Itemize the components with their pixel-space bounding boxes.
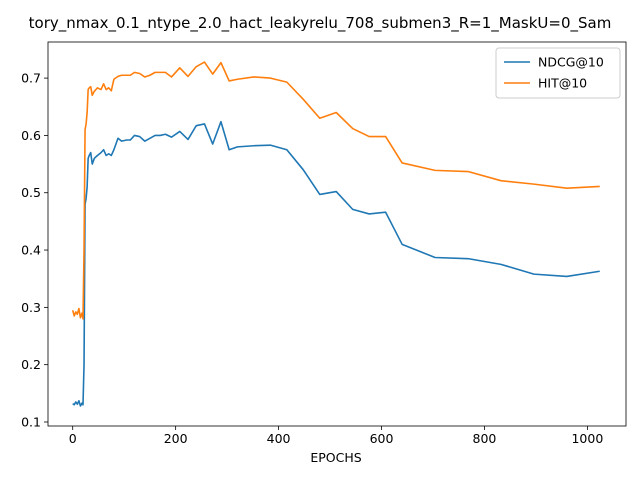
- y-tick-label: 0.6: [21, 128, 41, 143]
- x-tick-label: 600: [370, 431, 394, 446]
- y-tick-label: 0.1: [21, 414, 41, 429]
- y-tick-label: 0.3: [21, 300, 41, 315]
- x-axis: 0 200 400 600 800 1000: [69, 426, 603, 446]
- x-tick-label: 800: [473, 431, 497, 446]
- x-tick-label: 1000: [571, 431, 603, 446]
- series-layer: [71, 61, 600, 407]
- y-axis: 0.1 0.2 0.3 0.4 0.5 0.6 0.7: [21, 71, 48, 429]
- y-tick-label: 0.4: [21, 243, 41, 258]
- x-tick-label: 200: [164, 431, 188, 446]
- plot-area: 0 200 400 600 800 1000 0.1 0.2 0.3 0.4 0.5 0.6 0.7: [21, 41, 627, 446]
- legend-box: [495, 47, 621, 99]
- x-tick-label: 0: [69, 431, 77, 446]
- series-line-hit-10: [71, 61, 600, 320]
- y-tick-label: 0.7: [21, 71, 41, 86]
- x-tick-label: 400: [267, 431, 291, 446]
- legend: NDCG@10 HIT@10: [495, 47, 621, 99]
- y-tick-label: 0.2: [21, 357, 41, 372]
- plot-frame: [47, 41, 627, 427]
- y-tick-label: 0.5: [21, 185, 41, 200]
- x-axis-label: EPOCHS: [310, 450, 361, 465]
- legend-label-ndcg-10: NDCG@10: [538, 55, 604, 70]
- series-line-ndcg-10: [72, 120, 600, 407]
- chart-title: tory_nmax_0.1_ntype_2.0_hact_leakyrelu_7…: [29, 14, 612, 33]
- legend-label-hit-10: HIT@10: [538, 76, 587, 91]
